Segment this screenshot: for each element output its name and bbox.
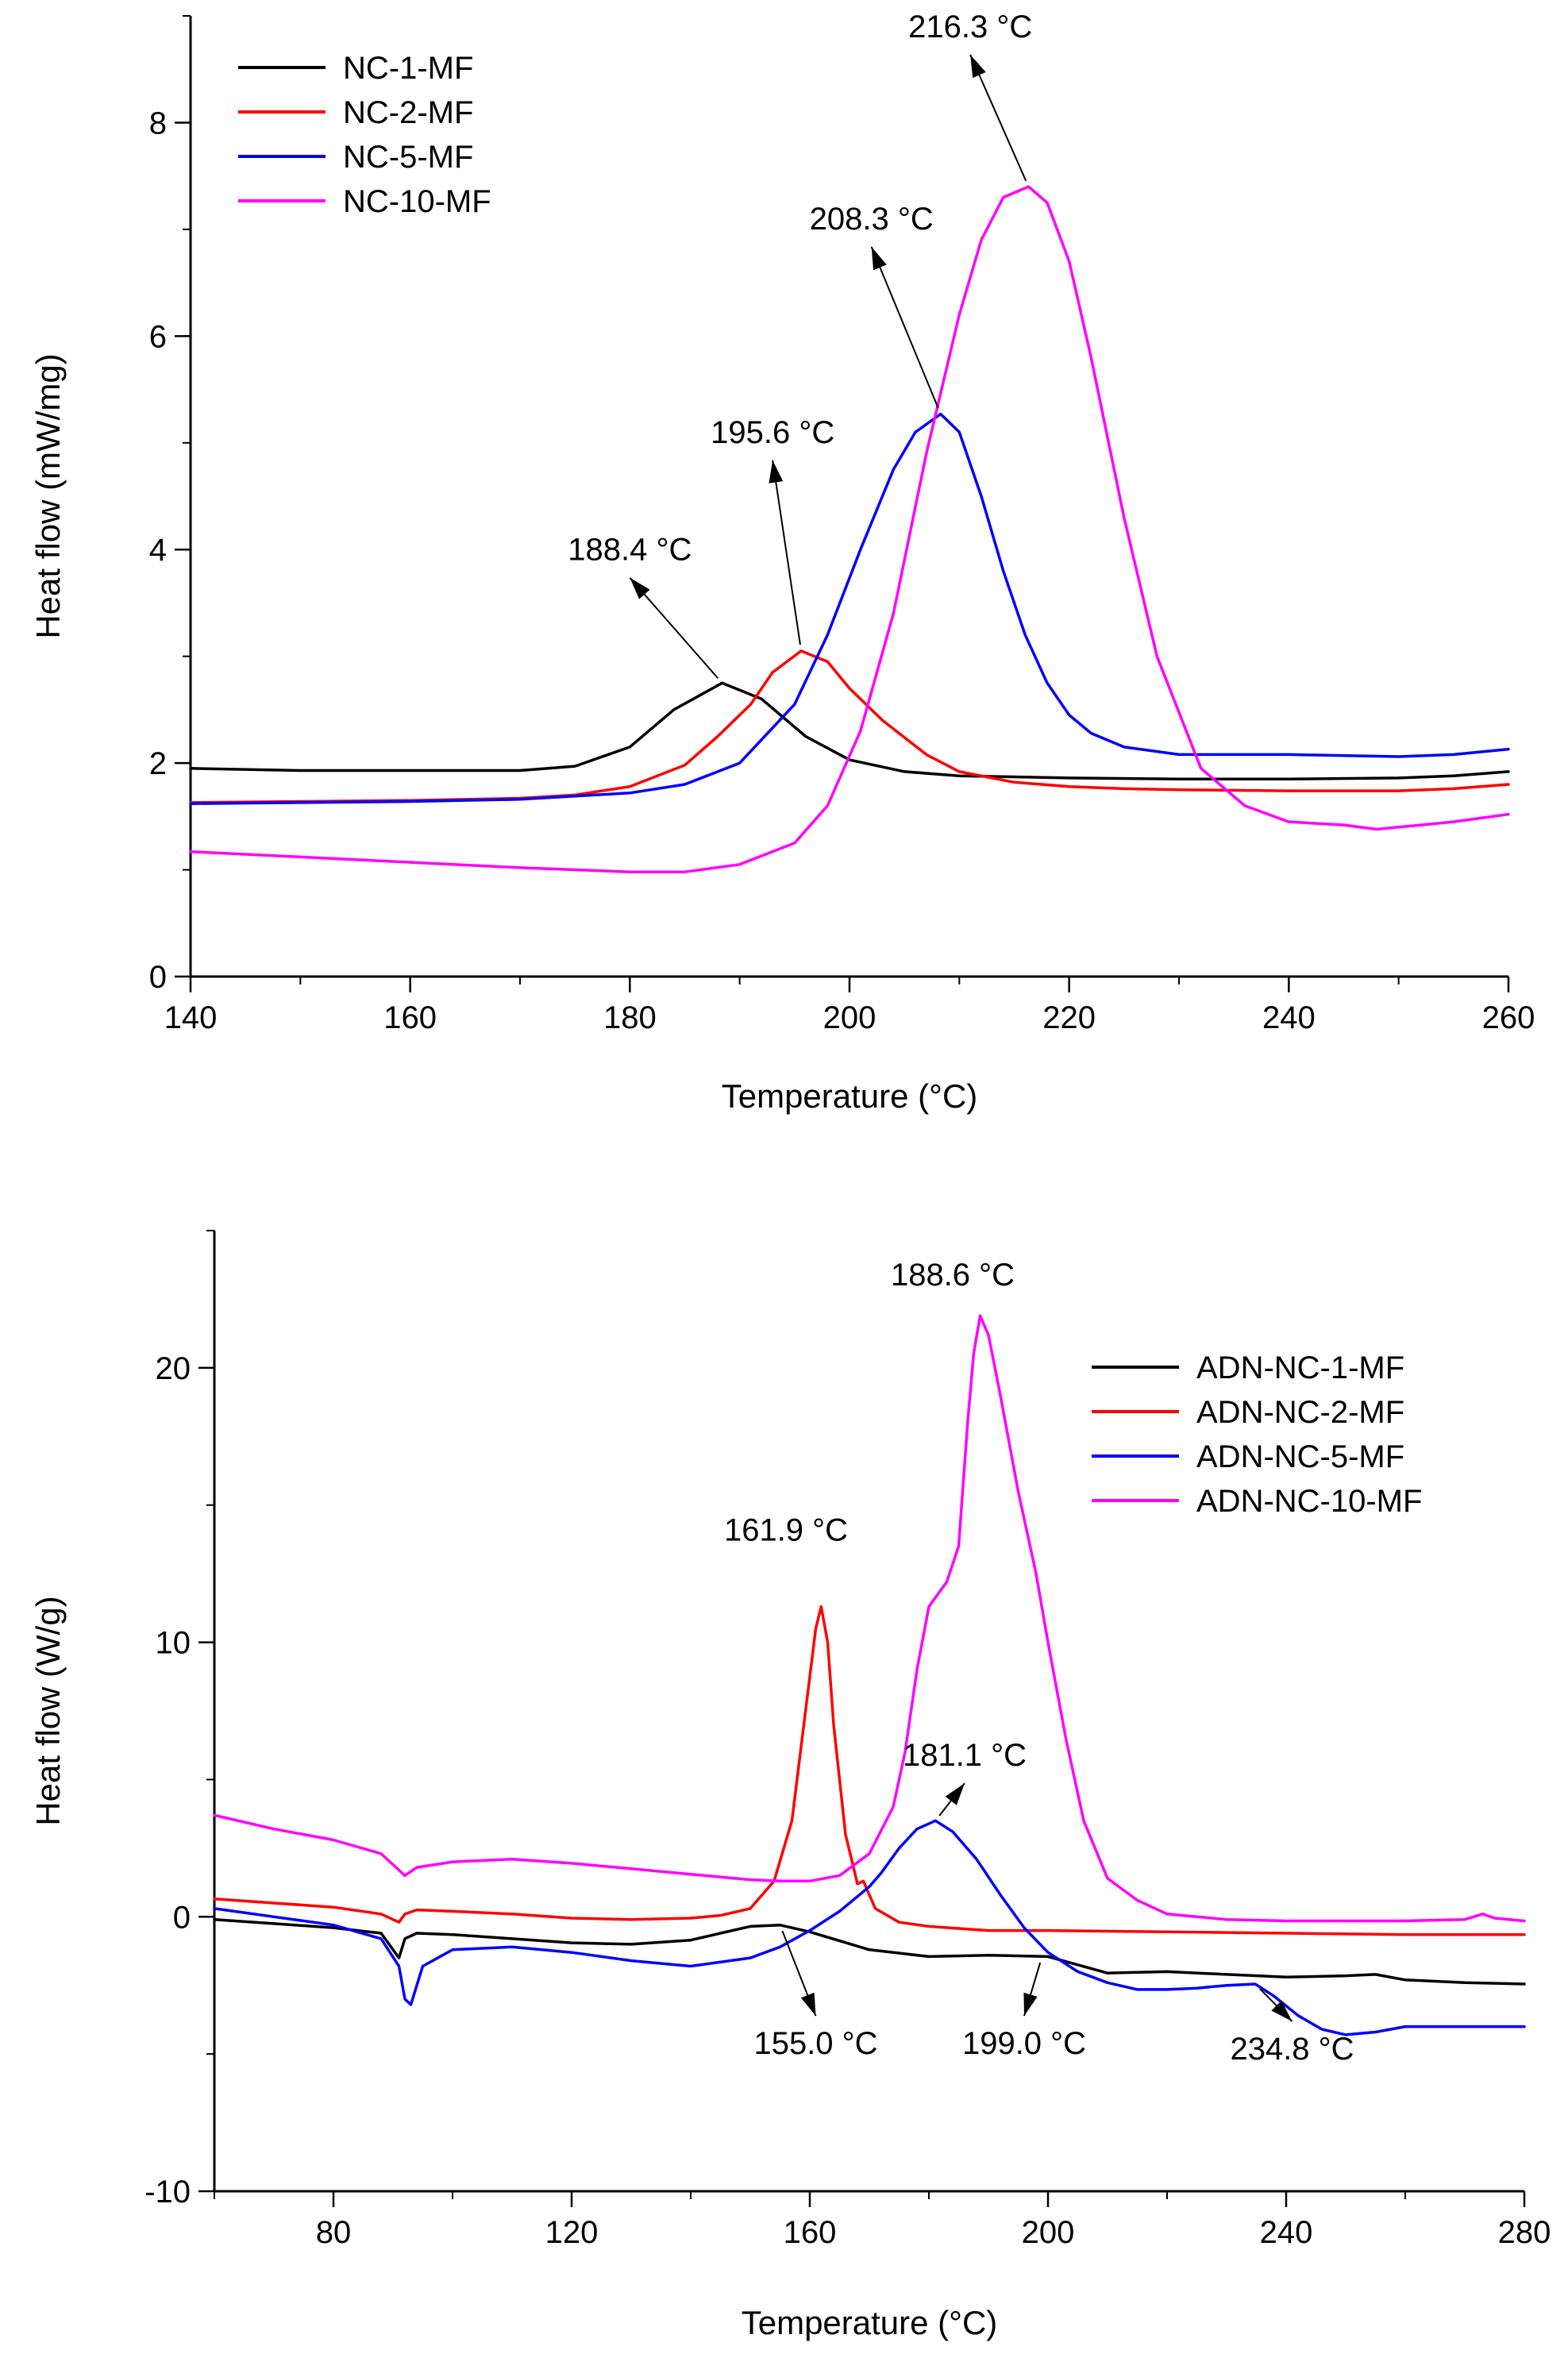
annotation-label: 234.8 °C	[1230, 2032, 1354, 2067]
legend-label-adn-nc-2-mf: ADN-NC-2-MF	[1196, 1395, 1404, 1430]
y-tick-label: 6	[149, 319, 167, 354]
x-tick-label: 200	[823, 1000, 876, 1035]
annotation-arrow-head	[970, 54, 986, 79]
annotation-arrow-head	[1023, 1992, 1038, 2017]
x-tick-label: 160	[383, 1000, 437, 1035]
series-line-adn-nc-10-mf	[213, 1314, 1526, 1923]
y-tick-label: 10	[156, 1626, 191, 1661]
annotation-arrow-shaft	[772, 460, 801, 645]
legend-label-adn-nc-1-mf: ADN-NC-1-MF	[1196, 1350, 1404, 1385]
annotation-arrow-shaft	[629, 577, 719, 679]
x-tick-label: 260	[1482, 1000, 1535, 1035]
legend-label-nc-2-mf: NC-2-MF	[343, 95, 473, 130]
x-tick-label: 200	[1022, 2215, 1075, 2250]
annotation-arrow-head	[1271, 2000, 1293, 2022]
annotation-arrow-head	[769, 460, 784, 484]
legend-label-nc-10-mf: NC-10-MF	[343, 184, 491, 219]
y-axis-title: Heat flow (W/g)	[29, 1596, 67, 1825]
legend-label-adn-nc-5-mf: ADN-NC-5-MF	[1196, 1439, 1404, 1474]
series-line-nc-1-mf	[189, 681, 1510, 781]
chart-nc-mf: 140 160 180 200 220 240 260 0 2 4 6 8 Temperature (°…	[29, 10, 1535, 1115]
annotation-arrow-head	[871, 246, 887, 271]
y-tick-label: -10	[144, 2175, 191, 2210]
x-tick-label: 80	[316, 2215, 352, 2250]
x-tick-label: 160	[784, 2215, 837, 2250]
x-tick-label: 240	[1260, 2215, 1313, 2250]
annotation-arrow-head	[945, 1783, 965, 1805]
x-tick-label: 220	[1042, 1000, 1096, 1035]
annotation-arrow-shaft	[870, 246, 939, 409]
annotation-label: 188.4 °C	[568, 533, 692, 568]
y-tick-label: 0	[149, 960, 167, 995]
x-tick-label: 280	[1498, 2215, 1551, 2250]
series-line-adn-nc-2-mf	[213, 1605, 1526, 1936]
x-axis-title: Temperature (°C)	[722, 1077, 978, 1115]
y-tick-label: 4	[149, 533, 167, 568]
x-tick-label: 180	[603, 1000, 657, 1035]
annotation-label: 181.1 °C	[903, 1738, 1027, 1773]
series-line-adn-nc-5-mf	[213, 1819, 1526, 2036]
x-tick-label: 120	[545, 2215, 599, 2250]
y-tick-label: 20	[156, 1351, 191, 1386]
annotation-label: 155.0 °C	[753, 2026, 877, 2061]
series-line-adn-nc-1-mf	[213, 1917, 1526, 1986]
legend-label-nc-5-mf: NC-5-MF	[343, 140, 473, 175]
x-tick-label: 140	[164, 1000, 218, 1035]
annotation-label: 208.3 °C	[810, 202, 934, 237]
y-tick-label: 8	[149, 106, 167, 141]
legend-label-nc-1-mf: NC-1-MF	[343, 51, 473, 86]
series-line-nc-5-mf	[189, 412, 1510, 805]
chart-adn-nc-mf: 80 120 160 200 240 280 -10 0 10 20 Temperature (°C…	[29, 1230, 1551, 2341]
annotation-label: 161.9 °C	[724, 1513, 848, 1548]
y-tick-label: 2	[149, 746, 167, 781]
annotation-arrow-shaft	[969, 54, 1027, 182]
annotation-label: 216.3 °C	[908, 10, 1032, 44]
annotation-label: 195.6 °C	[711, 415, 834, 450]
y-tick-label: 0	[173, 1900, 191, 1935]
legend-label-adn-nc-10-mf: ADN-NC-10-MF	[1196, 1484, 1422, 1519]
annotation-arrow-head	[630, 577, 650, 599]
annotation-arrow-head	[800, 1992, 816, 2017]
annotation-label: 188.6 °C	[891, 1258, 1015, 1293]
series-line-nc-10-mf	[189, 185, 1510, 873]
x-tick-label: 240	[1262, 1000, 1316, 1035]
annotation-label: 199.0 °C	[962, 2026, 1086, 2061]
x-axis-title: Temperature (°C)	[742, 2304, 998, 2341]
y-axis-title: Heat flow (mW/mg)	[29, 353, 67, 638]
